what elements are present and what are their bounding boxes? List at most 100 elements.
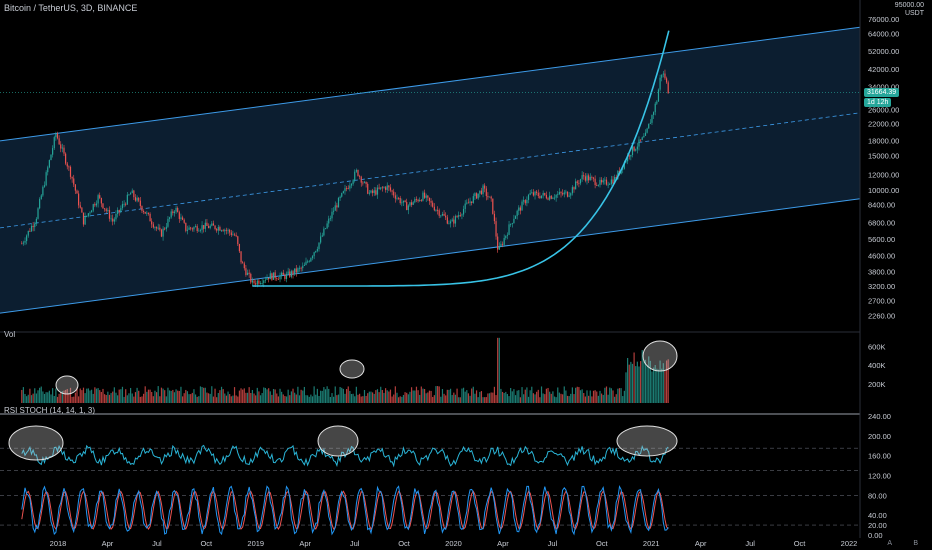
volume-bar [237,396,239,403]
candle [462,208,465,215]
volume-bar [519,397,522,403]
candle [290,271,292,277]
candle [76,190,78,194]
volume-bar [383,392,385,403]
volume-bar [307,395,309,403]
candle [84,216,86,225]
candle [141,206,143,211]
volume-bar [261,393,263,403]
candle [152,224,154,228]
candle [555,194,557,198]
volume-bar [378,392,380,403]
volume-bar [315,394,317,403]
volume-bar [594,390,596,403]
volume-bar [420,386,422,403]
candle [248,272,250,274]
volume-bar [110,393,112,403]
candle [523,200,525,202]
volume-bar [627,357,629,403]
candle [648,123,650,129]
candle [599,179,601,185]
oscillator-pane[interactable] [0,425,860,536]
price-tick-label: 3800.00 [868,268,895,277]
volume-bar [568,396,570,403]
candle [35,218,37,224]
candle [240,251,242,263]
volume-pane[interactable] [21,337,678,403]
candle [641,137,643,140]
candle [256,280,258,285]
candle [261,283,263,284]
volume-bar [201,386,203,403]
candle [237,236,239,245]
candle [477,193,479,199]
volume-bar [337,394,340,403]
volume-bar [588,395,590,403]
candle [258,280,260,284]
volume-bar [649,360,651,403]
volume-bar [126,395,128,403]
volume-bar [605,386,608,403]
volume-bar [571,387,573,403]
volume-bar [216,397,218,403]
percent-toggle[interactable]: A [887,540,892,547]
candle [302,265,304,269]
volume-bar [581,389,583,403]
candle [201,225,203,230]
candle [536,191,538,193]
candle [110,218,112,220]
volume-bar [609,387,611,403]
candle [313,252,315,257]
candle [50,154,52,161]
candle [86,215,88,217]
candle [430,201,432,203]
candle [549,195,551,200]
volume-bar [211,386,213,403]
volume-bar [440,396,442,403]
volume-bar [303,386,305,403]
volume-bar [29,388,31,403]
candle [607,184,609,186]
volume-bar [251,389,254,403]
candle [259,283,262,284]
candle [146,212,148,214]
volume-bar [372,392,374,403]
volume-bar [497,337,499,403]
candle [664,73,666,79]
volume-bar [445,395,447,403]
volume-bar [662,363,664,403]
volume-tick-label: 600K [868,342,886,351]
candle [287,271,289,274]
volume-bar [636,361,638,403]
volume-bar [604,387,606,403]
volume-bar [24,393,26,403]
candle [557,194,559,195]
price-pane[interactable] [0,26,861,314]
x-tick-label: Jul [152,539,162,548]
candle [384,187,387,190]
volume-bar [144,386,146,403]
candle [409,202,411,206]
volume-bar [550,393,552,403]
candle [243,263,245,269]
candle [479,190,481,194]
volume-bar [245,392,247,403]
candle [282,272,284,275]
candle [454,216,457,224]
log-toggle[interactable]: B [913,540,918,547]
candle [219,227,221,231]
candle [53,137,55,149]
candle [216,229,218,231]
volume-bar [105,395,107,403]
candle [126,194,128,205]
volume-bar [63,390,65,403]
volume-bar [259,395,262,403]
candle [451,219,453,222]
candle [469,201,471,203]
volume-bar [243,388,245,403]
price-tick-label: 2700.00 [868,296,895,305]
candle [170,211,172,218]
candle [331,211,333,219]
candle [61,147,63,149]
